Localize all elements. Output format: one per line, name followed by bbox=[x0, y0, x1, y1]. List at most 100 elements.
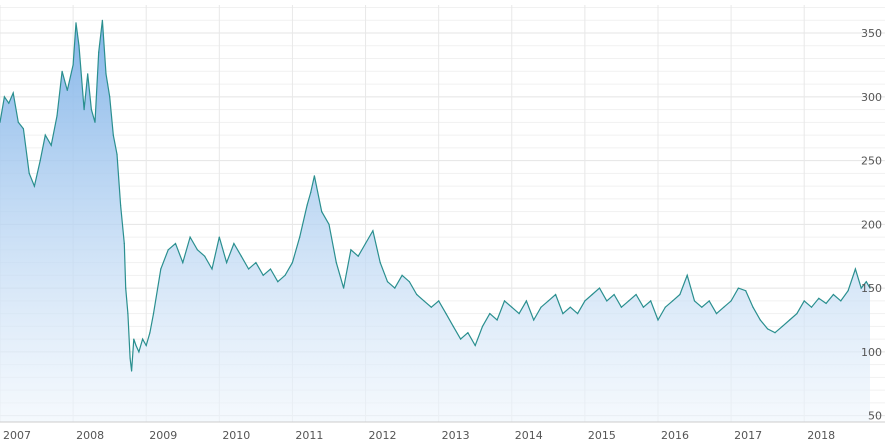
data-point bbox=[693, 300, 696, 302]
data-point bbox=[8, 102, 10, 104]
data-point bbox=[39, 160, 41, 162]
data-point bbox=[598, 287, 601, 289]
data-point bbox=[189, 236, 191, 238]
data-point bbox=[167, 249, 169, 251]
y-tick-label: 100 bbox=[861, 346, 882, 359]
data-point bbox=[328, 223, 330, 225]
series-area bbox=[0, 20, 870, 423]
data-point bbox=[306, 204, 308, 206]
data-point bbox=[321, 211, 323, 213]
data-point bbox=[98, 51, 100, 53]
data-point bbox=[94, 121, 96, 123]
data-point bbox=[233, 242, 235, 245]
data-point bbox=[679, 293, 681, 296]
data-point bbox=[127, 313, 129, 315]
data-point bbox=[650, 300, 652, 302]
x-tick-label: 2008 bbox=[76, 429, 104, 442]
data-point bbox=[562, 313, 564, 315]
data-point bbox=[430, 306, 432, 308]
x-tick-label: 2007 bbox=[3, 429, 31, 442]
data-point bbox=[445, 313, 447, 315]
data-point bbox=[44, 134, 46, 136]
data-point bbox=[72, 64, 74, 66]
data-point bbox=[269, 268, 272, 270]
data-point bbox=[350, 249, 352, 251]
data-point bbox=[832, 293, 835, 296]
data-point bbox=[847, 290, 849, 292]
data-point bbox=[394, 287, 396, 289]
data-point bbox=[781, 325, 783, 327]
data-point bbox=[591, 293, 593, 296]
data-point bbox=[423, 300, 425, 302]
data-point bbox=[291, 262, 293, 264]
data-point bbox=[109, 96, 111, 98]
x-tick-label: 2011 bbox=[295, 429, 323, 442]
data-point bbox=[83, 109, 85, 111]
data-point bbox=[686, 274, 688, 276]
data-point bbox=[343, 287, 345, 289]
data-point bbox=[125, 287, 127, 289]
data-point bbox=[211, 268, 213, 270]
data-point bbox=[642, 306, 645, 308]
data-point bbox=[569, 306, 571, 308]
data-point bbox=[17, 121, 19, 123]
x-tick-label: 2016 bbox=[661, 429, 689, 442]
data-point bbox=[767, 328, 769, 330]
data-point bbox=[142, 338, 144, 340]
data-point bbox=[511, 306, 513, 308]
data-point bbox=[105, 73, 107, 75]
data-point bbox=[61, 70, 63, 72]
data-point bbox=[138, 351, 140, 353]
data-point bbox=[28, 172, 30, 174]
data-point bbox=[416, 293, 418, 296]
data-point bbox=[840, 300, 842, 302]
data-point bbox=[489, 313, 491, 315]
data-point bbox=[131, 370, 133, 372]
series-line bbox=[0, 20, 871, 372]
data-point bbox=[364, 242, 367, 245]
data-point bbox=[474, 344, 476, 347]
data-point bbox=[379, 262, 381, 264]
data-point bbox=[204, 255, 206, 257]
x-tick-label: 2009 bbox=[149, 429, 177, 442]
data-point bbox=[635, 293, 637, 296]
x-tick-label: 2010 bbox=[222, 429, 250, 442]
data-point bbox=[262, 274, 264, 276]
data-point bbox=[240, 255, 242, 257]
data-point bbox=[145, 344, 147, 347]
data-point bbox=[774, 332, 776, 334]
data-point bbox=[75, 22, 77, 24]
data-point bbox=[745, 290, 747, 292]
data-point bbox=[759, 319, 761, 321]
data-point bbox=[218, 236, 220, 238]
data-point bbox=[78, 45, 80, 47]
data-point bbox=[503, 300, 506, 302]
data-point bbox=[386, 281, 389, 283]
data-point bbox=[664, 306, 666, 308]
data-point bbox=[255, 262, 257, 264]
data-point bbox=[789, 319, 791, 321]
data-point bbox=[129, 357, 131, 359]
data-point bbox=[90, 109, 92, 111]
data-point bbox=[810, 306, 813, 308]
data-point bbox=[525, 300, 528, 302]
data-point bbox=[226, 262, 228, 264]
data-point bbox=[518, 313, 520, 315]
data-point bbox=[299, 236, 301, 238]
data-point bbox=[112, 134, 114, 136]
data-point bbox=[357, 255, 359, 257]
data-point bbox=[865, 281, 867, 283]
data-point bbox=[496, 319, 498, 321]
data-point bbox=[825, 302, 827, 304]
data-point bbox=[803, 300, 805, 302]
x-tick-label: 2014 bbox=[515, 429, 543, 442]
data-point bbox=[854, 268, 857, 270]
data-point bbox=[723, 306, 725, 308]
data-point bbox=[152, 313, 155, 315]
data-point bbox=[540, 306, 542, 308]
data-point bbox=[116, 153, 118, 155]
data-point bbox=[66, 89, 68, 91]
data-point bbox=[401, 274, 403, 276]
data-point bbox=[313, 175, 315, 177]
